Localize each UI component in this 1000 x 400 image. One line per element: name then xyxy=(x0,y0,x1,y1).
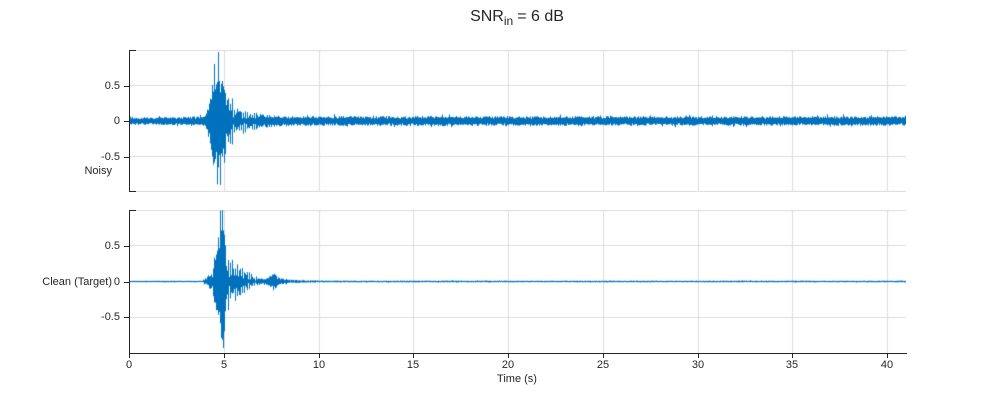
x-tick xyxy=(224,354,225,358)
chart-title: SNRin = 6 dB xyxy=(34,8,1000,28)
x-tick-label: 30 xyxy=(691,359,705,371)
axis-corner-stub xyxy=(130,191,136,192)
y-tick-label: 0 xyxy=(113,115,120,127)
y-tick xyxy=(124,121,129,122)
x-tick xyxy=(792,354,793,358)
x-tick xyxy=(129,354,130,358)
y-tick xyxy=(124,157,129,158)
x-tick-label: 40 xyxy=(880,359,894,371)
y-tick xyxy=(124,317,129,318)
y-tick xyxy=(124,246,129,247)
y-tick-label: 0 xyxy=(113,276,120,288)
noisy-plot: Noisy 0.5 0 -0.5 xyxy=(84,50,906,192)
x-tick-label: 35 xyxy=(785,359,799,371)
y-tick xyxy=(124,282,129,283)
y-tick-label: 0.5 xyxy=(104,240,120,252)
y-axis-label-noisy: Noisy xyxy=(84,165,112,177)
x-tick-label: 25 xyxy=(596,359,610,371)
y-tick xyxy=(124,86,129,87)
x-tick xyxy=(508,354,509,358)
x-tick xyxy=(603,354,604,358)
axis-corner-stub xyxy=(130,210,136,211)
x-axis-label: Time (s) xyxy=(497,373,537,385)
y-axis-line xyxy=(129,210,130,353)
x-tick xyxy=(698,354,699,358)
clean-waveform-canvas xyxy=(129,210,906,353)
axis-corner-stub xyxy=(130,50,136,51)
clean-plot: Clean (Target) 0.5 0 -0.5 xyxy=(42,210,906,353)
x-tick xyxy=(413,354,414,358)
title-rest: = 6 dB xyxy=(517,8,564,25)
y-axis-label-clean: Clean (Target) xyxy=(42,276,112,288)
x-tick-label: 15 xyxy=(406,359,420,371)
title-base: SNR xyxy=(470,8,504,25)
y-tick-label: 0.5 xyxy=(104,80,120,92)
x-axis-line xyxy=(129,353,907,354)
x-tick-label: 10 xyxy=(312,359,326,371)
y-tick-label: -0.5 xyxy=(101,151,120,163)
x-tick-label: 0 xyxy=(125,359,133,371)
y-tick-label: -0.5 xyxy=(101,311,120,323)
y-axis-line xyxy=(129,50,130,192)
title-subscript: in xyxy=(503,14,514,29)
x-tick-label: 20 xyxy=(501,359,515,371)
x-axis: Time (s) 0 5 10 15 20 25 30 35 40 xyxy=(126,353,907,395)
x-tick xyxy=(887,354,888,358)
noisy-waveform-canvas xyxy=(129,50,906,192)
x-tick xyxy=(319,354,320,358)
x-tick-label: 5 xyxy=(220,359,228,371)
